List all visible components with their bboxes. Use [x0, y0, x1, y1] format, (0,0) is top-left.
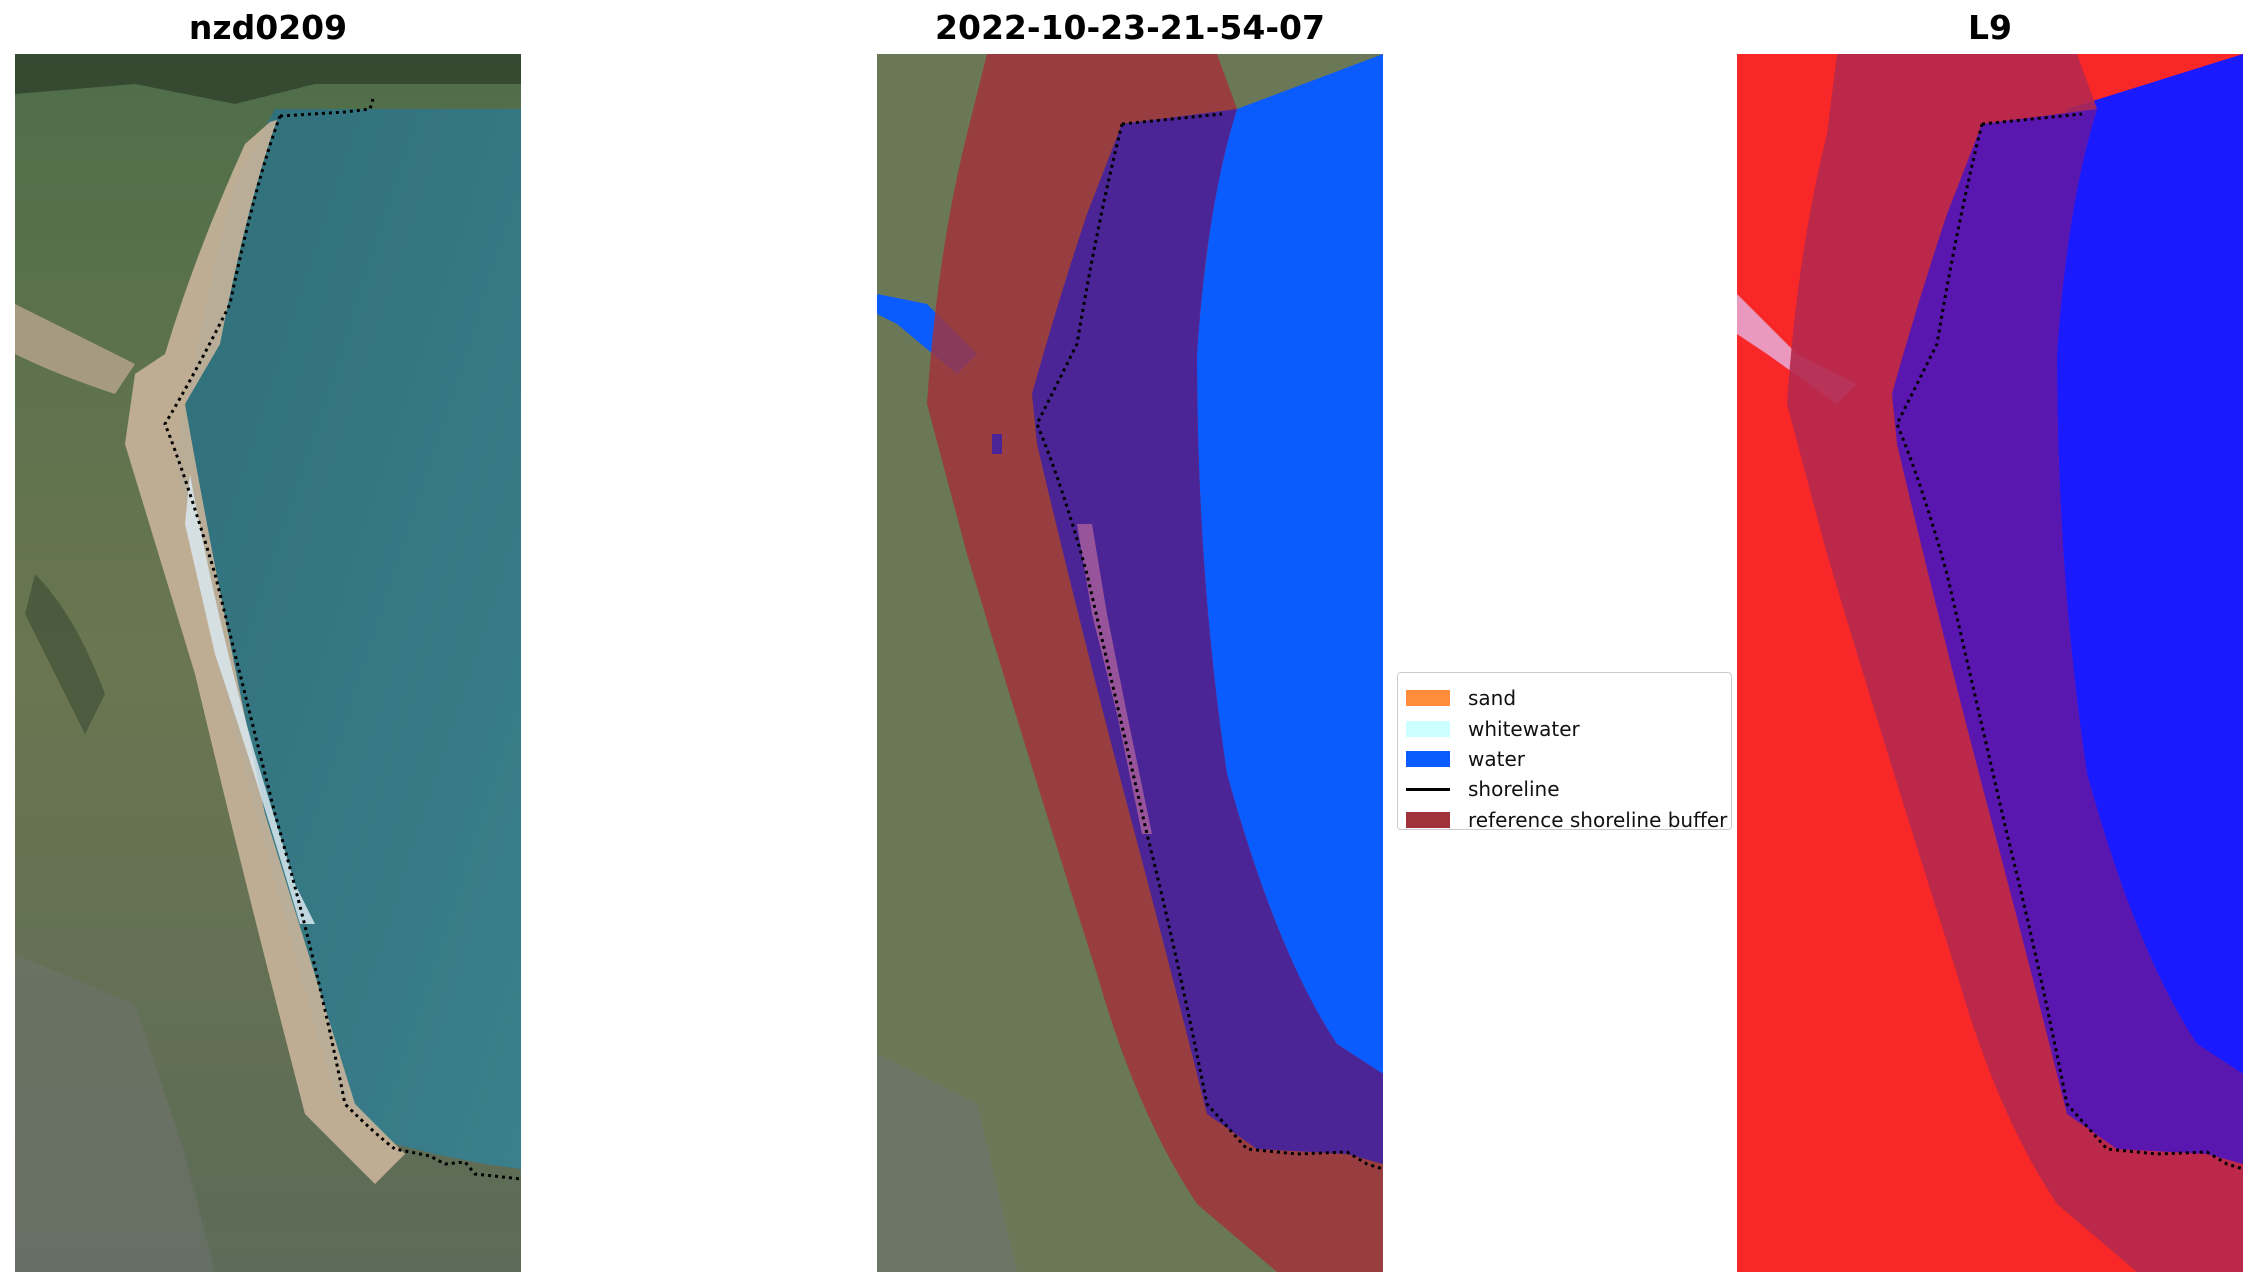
legend-swatch-sand [1406, 690, 1450, 707]
legend-item-sand: sand [1406, 683, 1721, 713]
rgb-image-panel [15, 54, 521, 1272]
panel-title-rgb: nzd0209 [188, 8, 348, 47]
legend-item-buffer: reference shoreline buffer [1406, 805, 1727, 835]
legend-item-whitewater: whitewater [1406, 713, 1721, 743]
classified-image-panel [877, 54, 1383, 1272]
classified-image [877, 54, 1383, 1272]
legend-item-water: water [1406, 744, 1721, 774]
panel-title-index: L9 [1968, 8, 2012, 47]
index-image [1737, 54, 2243, 1272]
legend-label-sand: sand [1468, 686, 1517, 711]
panel-title-classified: 2022-10-23-21-54-07 [935, 8, 1325, 47]
index-image-panel [1737, 54, 2243, 1272]
legend-label-water: water [1468, 746, 1525, 771]
legend-swatch-water [1406, 750, 1450, 767]
legend-item-shoreline: shoreline [1406, 774, 1721, 804]
rgb-satellite-image [15, 54, 521, 1272]
shoreline-trace [1895, 112, 2243, 1171]
legend-swatch-buffer [1406, 811, 1450, 828]
legend-label-whitewater: whitewater [1468, 716, 1580, 741]
index-water-region [2047, 54, 2243, 1114]
legend-label-shoreline: shoreline [1468, 777, 1560, 802]
shoreline-trace [1035, 112, 1383, 1171]
legend-label-buffer: reference shoreline buffer [1468, 807, 1728, 832]
shoreline-trace [163, 98, 521, 1181]
buffer-water-overlap [1032, 109, 1383, 1164]
legend-line-shoreline [1406, 787, 1450, 791]
legend: sand whitewater water shoreline referenc… [1397, 672, 1732, 832]
legend-swatch-whitewater [1406, 720, 1450, 737]
